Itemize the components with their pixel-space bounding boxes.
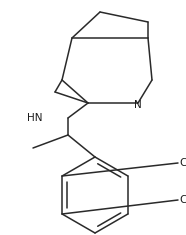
Text: Cl: Cl [179, 195, 186, 205]
Text: HN: HN [27, 113, 43, 123]
Text: Cl: Cl [179, 158, 186, 168]
Text: N: N [134, 100, 142, 110]
